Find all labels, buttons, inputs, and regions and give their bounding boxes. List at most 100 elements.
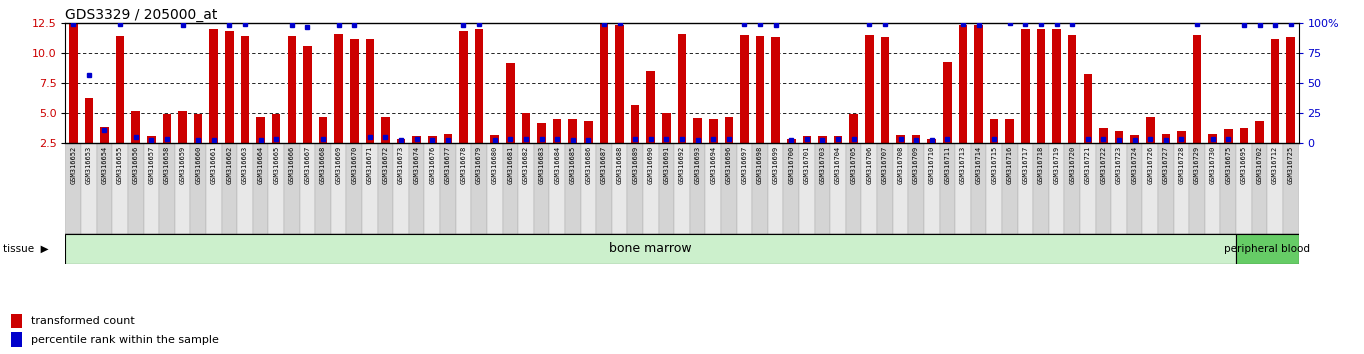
Text: GSM316724: GSM316724: [1132, 146, 1138, 184]
Bar: [1221, 143, 1236, 234]
Bar: [518, 143, 533, 234]
Bar: [128, 143, 143, 234]
Text: GSM316721: GSM316721: [1084, 146, 1091, 184]
Bar: [85, 98, 93, 143]
Text: GSM316666: GSM316666: [289, 146, 295, 184]
Text: GSM316680: GSM316680: [491, 146, 498, 184]
Bar: [881, 38, 889, 143]
Bar: [366, 39, 374, 143]
Bar: [393, 143, 409, 234]
Text: peripheral blood: peripheral blood: [1225, 244, 1311, 254]
Text: GSM316718: GSM316718: [1038, 146, 1043, 184]
Bar: [428, 136, 436, 143]
Text: GSM316674: GSM316674: [413, 146, 420, 184]
Bar: [319, 117, 327, 143]
Bar: [1162, 134, 1170, 143]
Text: GSM316713: GSM316713: [960, 146, 966, 184]
Bar: [756, 36, 764, 143]
Bar: [877, 143, 892, 234]
Bar: [412, 136, 421, 143]
Bar: [581, 143, 596, 234]
Bar: [709, 119, 717, 143]
Text: GSM316690: GSM316690: [648, 146, 653, 184]
Text: GSM316730: GSM316730: [1210, 146, 1215, 184]
Text: GSM316706: GSM316706: [866, 146, 873, 184]
Text: GSM316653: GSM316653: [86, 146, 91, 184]
Bar: [1018, 143, 1033, 234]
Text: GSM316689: GSM316689: [632, 146, 638, 184]
Bar: [331, 143, 346, 234]
Text: tissue  ▶: tissue ▶: [3, 244, 48, 254]
Bar: [943, 62, 952, 143]
Text: GSM316681: GSM316681: [507, 146, 513, 184]
Bar: [814, 143, 831, 234]
Bar: [11, 332, 22, 347]
Bar: [1049, 143, 1064, 234]
Bar: [1037, 29, 1045, 143]
Text: GSM316701: GSM316701: [803, 146, 810, 184]
Bar: [179, 111, 187, 143]
Text: GSM316699: GSM316699: [772, 146, 779, 184]
Bar: [783, 143, 799, 234]
Bar: [409, 143, 424, 234]
Bar: [315, 143, 331, 234]
Bar: [378, 143, 393, 234]
Bar: [627, 143, 642, 234]
Bar: [346, 143, 361, 234]
Bar: [908, 143, 923, 234]
Text: GSM316686: GSM316686: [585, 146, 592, 184]
Bar: [678, 34, 686, 143]
Text: GSM316667: GSM316667: [304, 146, 311, 184]
Bar: [1146, 117, 1154, 143]
Bar: [506, 63, 514, 143]
Bar: [1112, 143, 1127, 234]
Text: GSM316722: GSM316722: [1101, 146, 1106, 184]
Bar: [288, 36, 296, 143]
Text: GSM316671: GSM316671: [367, 146, 372, 184]
Text: GSM316660: GSM316660: [195, 146, 201, 184]
Bar: [160, 143, 175, 234]
Bar: [191, 143, 206, 234]
Bar: [162, 114, 172, 143]
Bar: [772, 38, 780, 143]
Bar: [959, 25, 967, 143]
Bar: [1064, 143, 1080, 234]
Bar: [1284, 143, 1299, 234]
Text: GSM316685: GSM316685: [570, 146, 576, 184]
Bar: [737, 143, 752, 234]
Bar: [923, 143, 940, 234]
Text: GDS3329 / 205000_at: GDS3329 / 205000_at: [65, 8, 218, 22]
Bar: [65, 143, 80, 234]
Text: GSM316698: GSM316698: [757, 146, 762, 184]
Text: GSM316704: GSM316704: [835, 146, 842, 184]
Bar: [1022, 29, 1030, 143]
Bar: [642, 143, 659, 234]
Bar: [596, 143, 612, 234]
Text: GSM316683: GSM316683: [539, 146, 544, 184]
Bar: [705, 143, 722, 234]
Bar: [456, 143, 472, 234]
Text: GSM316664: GSM316664: [258, 146, 263, 184]
Text: GSM316687: GSM316687: [602, 146, 607, 184]
Text: GSM316691: GSM316691: [663, 146, 670, 184]
Bar: [334, 34, 342, 143]
Text: GSM316725: GSM316725: [1288, 146, 1293, 184]
Bar: [1003, 143, 1018, 234]
Bar: [552, 119, 562, 143]
Bar: [584, 120, 592, 143]
Text: GSM316728: GSM316728: [1178, 146, 1184, 184]
Bar: [397, 138, 405, 143]
Bar: [116, 36, 124, 143]
Bar: [752, 143, 768, 234]
Text: GSM316710: GSM316710: [929, 146, 934, 184]
Text: GSM316708: GSM316708: [898, 146, 903, 184]
Text: GSM316655: GSM316655: [117, 146, 123, 184]
Bar: [1095, 143, 1112, 234]
Bar: [361, 143, 378, 234]
Bar: [1173, 143, 1189, 234]
Bar: [472, 143, 487, 234]
Bar: [443, 134, 453, 143]
Text: GSM316714: GSM316714: [975, 146, 982, 184]
Bar: [896, 135, 904, 143]
Text: GSM316677: GSM316677: [445, 146, 451, 184]
